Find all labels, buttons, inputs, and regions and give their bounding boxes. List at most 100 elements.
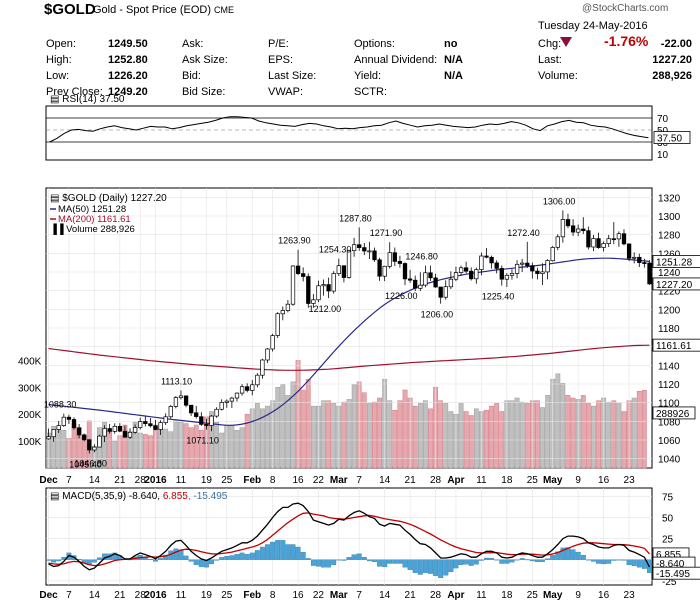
- macd-tick-label: 50: [662, 514, 674, 525]
- price-annotation: 1225.40: [482, 292, 515, 302]
- candle-body: [545, 260, 550, 273]
- macd-histogram-bar: [453, 559, 459, 569]
- price-annotation: 1088.30: [44, 400, 77, 410]
- candle-body: [76, 427, 82, 436]
- candle-body: [423, 272, 428, 286]
- candle-body: [509, 273, 515, 276]
- candle-body: [601, 243, 606, 248]
- macd-histogram-bar: [300, 551, 306, 560]
- x-tick-label: 25: [221, 475, 233, 486]
- macd-histogram-bar: [397, 559, 403, 564]
- macd-histogram-bar: [198, 559, 204, 568]
- candle-body: [280, 310, 285, 315]
- volume-bar: [234, 430, 240, 469]
- quote-row: Prev Close: 1249.20 Bid Size: VWAP: SCTR…: [44, 84, 694, 100]
- volume-bar: [229, 424, 235, 469]
- rsi-current-tag: 37.50: [657, 134, 682, 145]
- volume-tick-label: 400K: [18, 356, 42, 367]
- macd-histogram-bar: [590, 559, 596, 562]
- macd-label: ▤ MACD(5,35,9) -8.640, 6.855, -15.495: [50, 491, 228, 502]
- macd-histogram-bar: [560, 547, 566, 560]
- change-percent: -1.76%: [604, 33, 649, 49]
- candle-body: [127, 431, 133, 438]
- quote-label: Ask Size:: [182, 54, 228, 66]
- volume-bar: [514, 397, 520, 469]
- macd-histogram-bar: [372, 559, 377, 562]
- candle-body: [576, 228, 581, 233]
- macd-histogram-bar: [540, 559, 545, 562]
- price-tick-label: 1080: [658, 417, 681, 428]
- candle-body: [632, 256, 637, 259]
- price-tag: 288926: [656, 409, 690, 420]
- macd-histogram-bar: [275, 540, 281, 560]
- candle-body: [341, 265, 347, 278]
- macd-histogram-bar: [203, 559, 209, 568]
- candle-body: [428, 272, 433, 279]
- x-tick-label: 14: [89, 475, 101, 486]
- candle-body: [265, 348, 270, 361]
- macd-signal-line: [48, 512, 650, 567]
- candle-body: [494, 262, 499, 269]
- macd-histogram-bar: [478, 559, 484, 561]
- volume-bar: [397, 400, 403, 469]
- candle-body: [260, 359, 265, 376]
- candle-body: [540, 271, 545, 274]
- candle-body: [591, 238, 596, 248]
- macd-histogram-bar: [46, 559, 52, 561]
- macd-histogram-bar: [239, 552, 245, 560]
- volume-bar: [326, 400, 332, 469]
- price-tick-label: 1280: [658, 231, 681, 242]
- candle-body: [51, 429, 56, 438]
- macd-histogram-bar: [626, 559, 632, 566]
- macd-tag: -15.495: [656, 569, 690, 580]
- volume-tick-label: 100K: [18, 437, 42, 448]
- candle-body: [301, 273, 306, 277]
- macd-histogram-bar: [382, 559, 388, 568]
- candle-body: [438, 286, 443, 298]
- quote-label: Volume:: [538, 70, 578, 82]
- candle-body: [219, 402, 224, 410]
- price-tag-box: [652, 255, 700, 268]
- volume-bar: [443, 403, 449, 469]
- exchange-text: CME: [214, 5, 235, 15]
- down-arrow-icon: [560, 37, 572, 47]
- volume-bar: [244, 413, 250, 469]
- candle-body: [234, 392, 240, 399]
- candle-body: [346, 250, 352, 278]
- macd-histogram-bar: [509, 559, 515, 563]
- candle-body: [642, 262, 647, 264]
- candle-body: [525, 262, 530, 267]
- volume-bar: [193, 424, 199, 469]
- macd-histogram-bar: [214, 559, 220, 561]
- x-tick-label: Feb: [243, 475, 261, 486]
- macd-histogram-bar: [387, 559, 393, 564]
- candle-body: [555, 236, 560, 248]
- x-tick-label: May: [543, 590, 563, 601]
- candle-body: [520, 262, 525, 265]
- macd-histogram-bar: [270, 541, 276, 560]
- volume-bar: [540, 407, 545, 469]
- volume-bar: [56, 427, 62, 469]
- x-tick-label: 9: [575, 590, 581, 601]
- candle-body: [82, 434, 87, 441]
- macd-histogram-bar: [290, 544, 296, 560]
- candle-body: [138, 421, 143, 428]
- macd-histogram-bar: [575, 551, 581, 560]
- macd-histogram-bar: [366, 559, 372, 562]
- macd-histogram-bar: [473, 559, 479, 565]
- x-tick-label: 25: [527, 590, 539, 601]
- volume-bar: [473, 408, 479, 469]
- rsi-line: [49, 116, 649, 143]
- price-annotation: 1287.80: [339, 213, 372, 223]
- price-tick-label: 1120: [658, 380, 680, 391]
- price-tick-label: 1320: [658, 193, 681, 204]
- main-title: ▤ $GOLD (Daily) 1227.20: [50, 193, 167, 204]
- candle-body: [178, 395, 184, 399]
- candle-body: [153, 425, 158, 430]
- macd-histogram-bar: [183, 555, 189, 560]
- quote-label: Options:: [354, 38, 395, 50]
- candle-body: [158, 422, 163, 430]
- rsi-frame: [45, 105, 653, 161]
- x-tick-label: Mar: [330, 590, 348, 601]
- candle-body: [413, 279, 418, 289]
